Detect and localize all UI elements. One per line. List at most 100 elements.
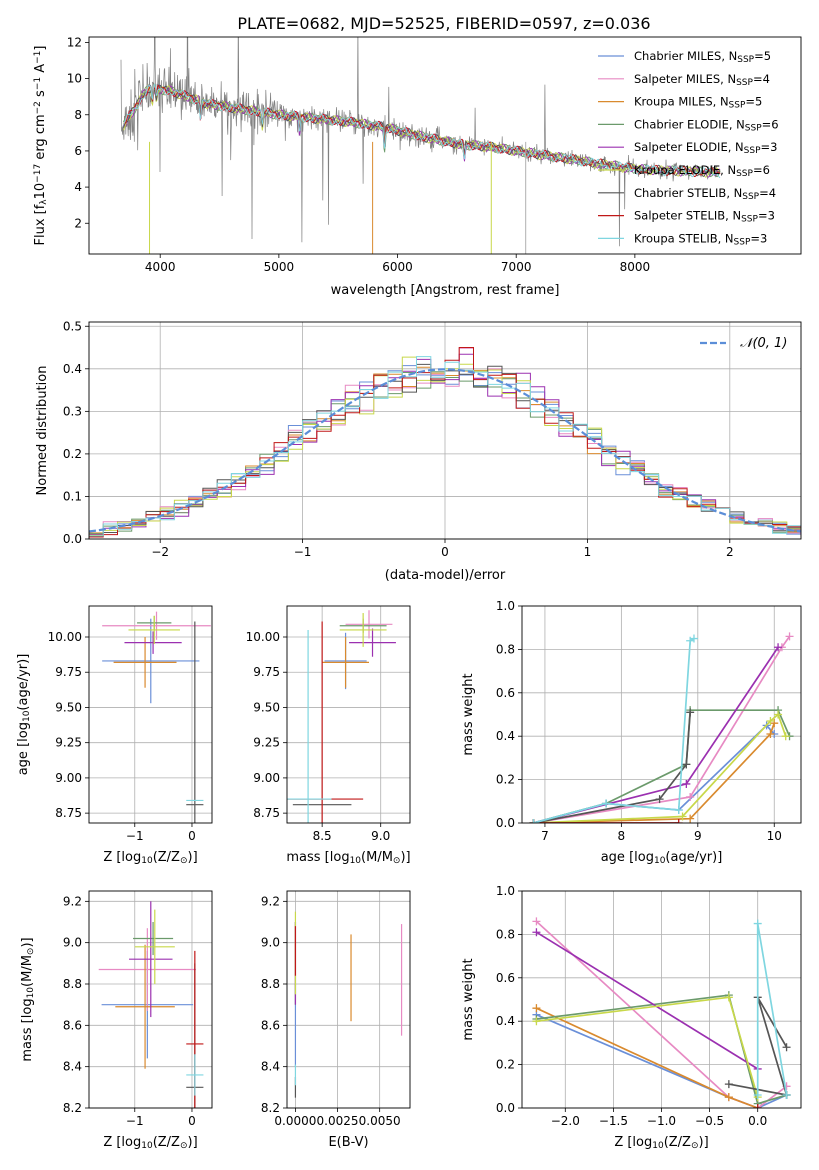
normal-distribution-curve — [88, 368, 802, 533]
x-tick-label: 0.0025 — [317, 1114, 359, 1128]
label-part: =3 — [750, 231, 767, 245]
label-part: (age/yr)] — [16, 654, 31, 711]
y-axis-label: Flux [fλ10−17 erg cm−2 s−1 A−1] — [33, 46, 49, 246]
mass-weight-marker — [686, 814, 695, 823]
label-part: )] — [20, 937, 35, 947]
x-tick-label: −0.5 — [695, 1114, 724, 1128]
label-part: )] — [188, 1135, 198, 1150]
y-tick-label: 12 — [67, 35, 82, 49]
massweight-vs-metallicity-panel: −2.0 −1.5 −1.0 −0.5 0.0 0.0 0.2 0.4 0.6 0.8 1.0 Z [… — [461, 884, 802, 1151]
axes-frame — [88, 36, 802, 255]
label-part: 10 — [654, 856, 666, 866]
y-tick-label: 8.75 — [55, 806, 82, 820]
mass-weight-marker — [602, 799, 611, 808]
mass-weight-marker — [753, 919, 762, 928]
label-part: Z [log — [103, 850, 141, 865]
x-tick-label: 2 — [726, 545, 734, 559]
x-axis-label: E(B-V) — [328, 1135, 368, 1150]
legend-label: Kroupa ELODIE, NSSP=6 — [634, 163, 770, 179]
x-tick-label: −1 — [126, 1114, 144, 1128]
y-tick-label: 9.2 — [261, 894, 280, 908]
mass-weight-marker — [724, 1080, 733, 1089]
mass-weight-marker — [682, 760, 691, 769]
y-axis-label: mass [log10(M/M⊙)] — [20, 937, 36, 1061]
y-tick-label: 8.75 — [253, 806, 280, 820]
y-tick-label: 8.8 — [63, 977, 82, 991]
label-part: age [log — [16, 722, 31, 775]
label-part: 10 — [652, 1141, 664, 1151]
label-part: 10 — [141, 1141, 153, 1151]
label-part: =6 — [762, 117, 779, 131]
label-part: =4 — [753, 72, 770, 86]
x-tick-label: 1 — [584, 545, 592, 559]
y-tick-label: 0.0 — [63, 532, 82, 546]
label-part: =3 — [758, 209, 775, 223]
x-axis-label: wavelength [Angstrom, rest frame] — [331, 283, 560, 298]
x-axis-label: Z [log10(Z/Z⊙)] — [103, 1135, 197, 1151]
y-tick-label: 2 — [74, 216, 82, 230]
mass-weight-marker — [682, 779, 691, 788]
label-part: Chabrier MILES, N — [634, 49, 737, 63]
axes-frame — [521, 605, 802, 824]
label-part: (Z/Z — [153, 1135, 180, 1150]
axes-frame — [88, 321, 802, 540]
x-tick-label: 0 — [188, 829, 196, 843]
y-tick-label: 10 — [67, 72, 82, 86]
mass-weight-marker — [782, 1090, 791, 1099]
y-tick-label: 8.4 — [63, 1060, 82, 1074]
mass-weight-line — [535, 931, 759, 1070]
y-tick-label: 9.2 — [63, 894, 82, 908]
legend-label: Salpeter STELIB, NSSP=3 — [634, 209, 775, 225]
x-tick-label: 7 — [541, 829, 549, 843]
label-part: −1 — [33, 77, 43, 90]
mass-weight-marker — [724, 1093, 733, 1102]
x-tick-label: 0.0 — [748, 1114, 767, 1128]
y-tick-label: 9.00 — [253, 771, 280, 785]
mass-weight-line — [533, 722, 776, 823]
age-vs-mass-panel: 8.5 9.0 8.75 9.00 9.25 9.50 9.75 10.00 mass [log… — [246, 605, 411, 866]
label-part: Flux [f — [33, 204, 48, 245]
label-part: −2 — [33, 101, 43, 114]
y-tick-label: 9.50 — [253, 700, 280, 714]
label-part: Z [log — [614, 1135, 652, 1150]
mass-weight-marker — [686, 792, 695, 801]
y-tick-label: 0.5 — [63, 319, 82, 333]
label-part: SSP — [736, 78, 753, 88]
x-tick-label: 0.0050 — [359, 1114, 401, 1128]
label-part: Salpeter STELIB, N — [634, 209, 741, 223]
label-part: )] — [699, 1135, 709, 1150]
model-spectrum-line — [123, 83, 721, 179]
label-part: SSP — [741, 215, 758, 225]
y-tick-label: 0.0 — [496, 816, 515, 830]
label-part: 10 — [33, 183, 48, 200]
label-part: 10 — [350, 856, 362, 866]
label-part: )] — [400, 850, 410, 865]
label-part: mass [log — [20, 998, 35, 1061]
mass-weight-marker — [785, 632, 794, 641]
label-part: Kroupa MILES, N — [634, 95, 729, 109]
label-part: ⊙ — [393, 856, 401, 866]
label-part: mass [log — [286, 850, 349, 865]
mass-weight-marker — [753, 1104, 762, 1108]
label-part: SSP — [745, 124, 762, 134]
label-part: Salpeter ELODIE, N — [634, 140, 744, 154]
x-tick-label: 0.0000 — [274, 1114, 316, 1128]
label-part: s — [33, 90, 48, 101]
mass-weight-marker — [532, 1004, 541, 1013]
y-tick-label: 0.2 — [496, 773, 515, 787]
y-tick-label: 8.4 — [261, 1060, 280, 1074]
y-tick-label: 8.6 — [63, 1018, 82, 1032]
y-tick-label: 9.0 — [261, 936, 280, 950]
legend-label: Kroupa STELIB, NSSP=3 — [634, 231, 767, 247]
label-part: A — [33, 64, 48, 77]
mass-weight-line — [533, 709, 791, 823]
x-tick-label: 8000 — [620, 260, 651, 274]
y-tick-label: 8.2 — [261, 1101, 280, 1115]
label-part: SSP — [737, 55, 754, 65]
label-part: ⊙ — [26, 948, 36, 956]
y-tick-label: 10.00 — [246, 630, 280, 644]
y-tick-label: 0.2 — [63, 447, 82, 461]
legend-label: Chabrier STELIB, NSSP=4 — [634, 186, 776, 202]
y-tick-label: 6 — [74, 144, 82, 158]
